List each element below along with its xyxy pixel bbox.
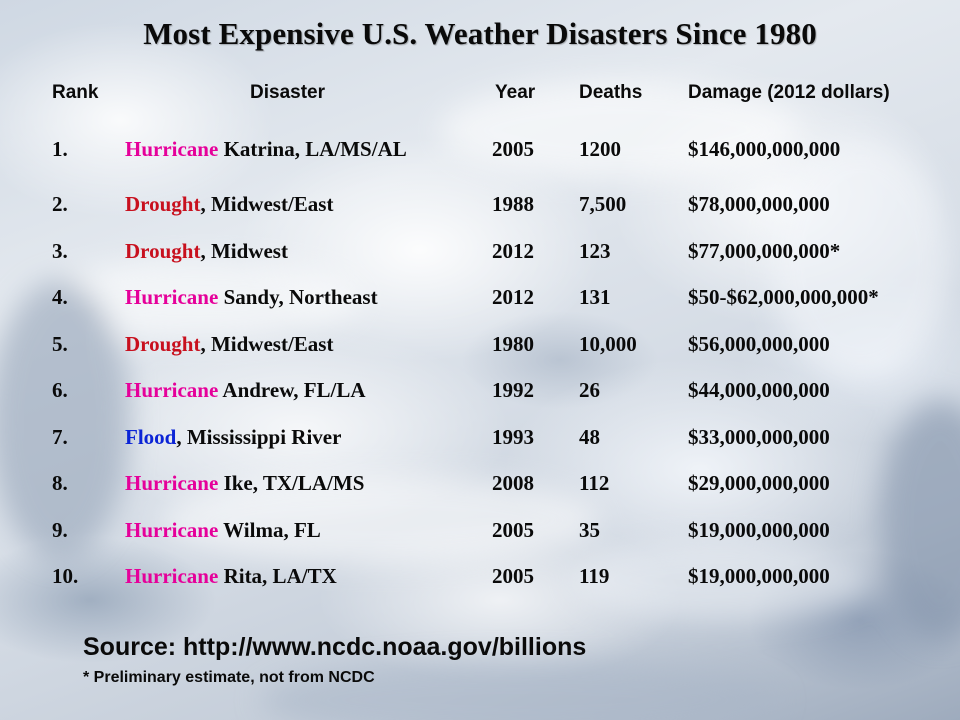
rank-cell: 2.: [52, 192, 68, 216]
disaster-cell: Hurricane Andrew, FL/LA: [125, 378, 366, 403]
footnote: * Preliminary estimate, not from NCDC: [83, 669, 375, 686]
header-rank: Rank: [52, 82, 99, 103]
disaster-cell: Drought, Midwest: [125, 239, 288, 264]
rank-cell: 6.: [52, 378, 68, 402]
year-cell: 2005: [492, 518, 534, 542]
disaster-type: Hurricane: [125, 518, 219, 542]
rank-cell: 3.: [52, 239, 68, 263]
rank-cell: 10.: [52, 564, 79, 588]
disaster-location: , Midwest: [200, 239, 288, 263]
damage-cell: $19,000,000,000: [688, 564, 830, 588]
table-row: 6. Hurricane Andrew, FL/LA 1992 26 $44,000,0…: [0, 378, 960, 408]
header-year: Year: [495, 82, 536, 103]
year-cell: 2008: [492, 471, 534, 495]
damage-cell: $56,000,000,000: [688, 332, 830, 356]
rank-cell: 1.: [52, 137, 68, 161]
header-damage: Damage (2012 dollars): [688, 82, 890, 103]
disaster-location: , Midwest/East: [200, 332, 334, 356]
deaths-cell: 35: [579, 518, 600, 542]
year-cell: 1993: [492, 425, 534, 449]
deaths-cell: 119: [579, 564, 610, 588]
disaster-cell: Hurricane Ike, TX/LA/MS: [125, 471, 364, 496]
deaths-cell: 26: [579, 378, 600, 402]
year-cell: 1980: [492, 332, 534, 356]
damage-cell: $19,000,000,000: [688, 518, 830, 542]
disaster-location: , Mississippi River: [176, 425, 342, 449]
deaths-cell: 7,500: [579, 192, 627, 216]
year-cell: 2005: [492, 137, 534, 161]
disaster-type: Drought: [125, 239, 201, 263]
header-deaths: Deaths: [579, 82, 643, 103]
table-row: 3. Drought, Midwest 2012 123 $77,000,000,000…: [0, 239, 960, 269]
disaster-location: Wilma, FL: [218, 518, 321, 542]
disaster-cell: Drought, Midwest/East: [125, 332, 333, 357]
table-row: 4. Hurricane Sandy, Northeast 2012 131 $50-$…: [0, 285, 960, 315]
damage-cell: $29,000,000,000: [688, 471, 830, 495]
rank-cell: 5.: [52, 332, 68, 356]
deaths-cell: 1200: [579, 137, 621, 161]
disaster-cell: Hurricane Rita, LA/TX: [125, 564, 337, 589]
disaster-type: Drought: [125, 192, 201, 216]
disaster-cell: Drought, Midwest/East: [125, 192, 333, 217]
year-cell: 2005: [492, 564, 534, 588]
disaster-type: Hurricane: [125, 137, 219, 161]
table-row: 1. Hurricane Katrina, LA/MS/AL 2005 1200 $14…: [0, 137, 960, 167]
damage-cell: $50-$62,000,000,000*: [688, 285, 879, 309]
rank-cell: 4.: [52, 285, 68, 309]
rank-cell: 7.: [52, 425, 68, 449]
rank-cell: 9.: [52, 518, 68, 542]
disaster-location: Sandy, Northeast: [218, 285, 378, 309]
year-cell: 2012: [492, 285, 534, 309]
rank-cell: 8.: [52, 471, 68, 495]
disaster-location: Rita, LA/TX: [218, 564, 337, 588]
disaster-cell: Hurricane Katrina, LA/MS/AL: [125, 137, 407, 162]
header-disaster: Disaster: [250, 82, 325, 103]
disaster-type: Drought: [125, 332, 201, 356]
table-row: 10. Hurricane Rita, LA/TX 2005 119 $19,000,0…: [0, 564, 960, 594]
deaths-cell: 48: [579, 425, 600, 449]
deaths-cell: 123: [579, 239, 611, 263]
disaster-location: Andrew, FL/LA: [218, 378, 366, 402]
disaster-cell: Hurricane Sandy, Northeast: [125, 285, 378, 310]
disaster-cell: Hurricane Wilma, FL: [125, 518, 321, 543]
damage-cell: $33,000,000,000: [688, 425, 830, 449]
source-citation: Source: http://www.ncdc.noaa.gov/billion…: [83, 633, 587, 661]
disaster-location: Katrina, LA/MS/AL: [218, 137, 407, 161]
damage-cell: $77,000,000,000*: [688, 239, 841, 263]
slide-title: Most Expensive U.S. Weather Disasters Si…: [143, 16, 817, 51]
deaths-cell: 131: [579, 285, 611, 309]
table-row: 7. Flood, Mississippi River 1993 48 $33,000,…: [0, 425, 960, 455]
damage-cell: $146,000,000,000: [688, 137, 841, 161]
deaths-cell: 10,000: [579, 332, 637, 356]
disaster-type: Hurricane: [125, 564, 219, 588]
table-row: 9. Hurricane Wilma, FL 2005 35 $19,000,000,0…: [0, 518, 960, 548]
disaster-type: Hurricane: [125, 471, 219, 495]
disaster-cell: Flood, Mississippi River: [125, 425, 341, 450]
table-row: 8. Hurricane Ike, TX/LA/MS 2008 112 $29,000,…: [0, 471, 960, 501]
disaster-location: Ike, TX/LA/MS: [218, 471, 365, 495]
damage-cell: $78,000,000,000: [688, 192, 830, 216]
year-cell: 2012: [492, 239, 534, 263]
damage-cell: $44,000,000,000: [688, 378, 830, 402]
table-row: 5. Drought, Midwest/East 1980 10,000 $56,000…: [0, 332, 960, 362]
disaster-type: Hurricane: [125, 378, 219, 402]
table-row: 2. Drought, Midwest/East 1988 7,500 $78,000,…: [0, 192, 960, 222]
disaster-type: Flood: [125, 425, 177, 449]
disaster-type: Hurricane: [125, 285, 219, 309]
deaths-cell: 112: [579, 471, 610, 495]
disaster-location: , Midwest/East: [200, 192, 334, 216]
year-cell: 1988: [492, 192, 534, 216]
year-cell: 1992: [492, 378, 534, 402]
